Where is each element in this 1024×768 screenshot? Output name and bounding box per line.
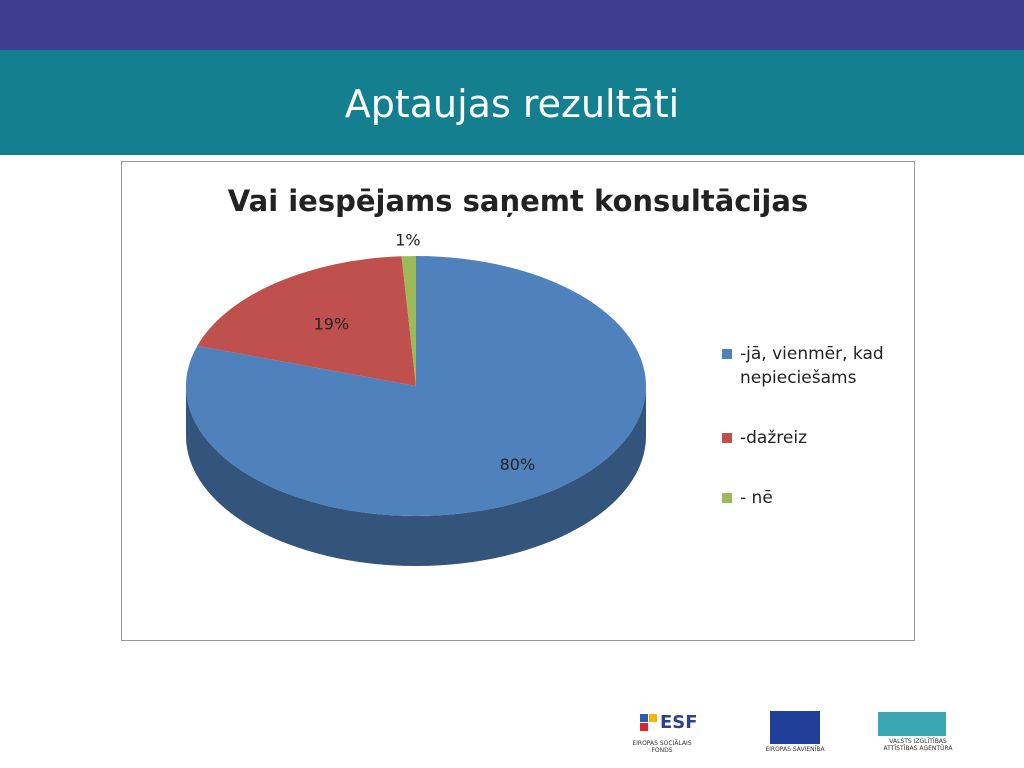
slice-side-shade xyxy=(186,386,646,566)
slice-top xyxy=(401,256,416,386)
legend-item: - nē xyxy=(720,486,910,510)
esf-logo: ESF xyxy=(640,712,700,733)
pie-slice xyxy=(197,256,416,386)
chart-box: Vai iespējams saņemt konsultācijas 80% 19… xyxy=(121,161,915,641)
agency-logo xyxy=(878,712,946,736)
slide-title: Aptaujas rezultāti xyxy=(344,82,680,126)
legend-swatch xyxy=(722,493,732,503)
slice-side xyxy=(186,386,646,566)
legend-item: -dažreiz xyxy=(720,426,910,450)
agency-caption: VALSTS IZGLĪTĪBAS ATTĪSTĪBAS AĢENTŪRA xyxy=(883,738,953,752)
legend-swatch xyxy=(722,433,732,443)
pie-chart: 80% 19% 1% xyxy=(185,230,646,566)
chart-title: Vai iespējams saņemt konsultācijas xyxy=(227,184,809,218)
data-label: 19% xyxy=(314,314,350,333)
esf-text: ESF xyxy=(660,712,698,733)
legend-label: -dažreiz xyxy=(740,428,807,448)
pie-slice xyxy=(401,256,416,386)
data-label: 80% xyxy=(500,455,536,474)
data-label: 1% xyxy=(395,230,420,249)
title-band xyxy=(0,50,1024,155)
legend-item: -jā, vienmēr, kad nepieciešams xyxy=(720,342,910,390)
esf-caption: EIROPAS SOCIĀLAIS FONDS xyxy=(632,740,692,754)
legend: -jā, vienmēr, kad nepieciešams -dažreiz - … xyxy=(720,342,910,546)
legend-label: - nē xyxy=(740,488,773,508)
slice-top xyxy=(197,256,416,386)
eu-flag xyxy=(770,711,820,744)
eu-caption: EIROPAS SAVIENĪBA xyxy=(765,746,825,753)
legend-swatch xyxy=(722,349,732,359)
top-band xyxy=(0,0,1024,50)
legend-label: -jā, vienmēr, kad nepieciešams xyxy=(740,344,884,388)
